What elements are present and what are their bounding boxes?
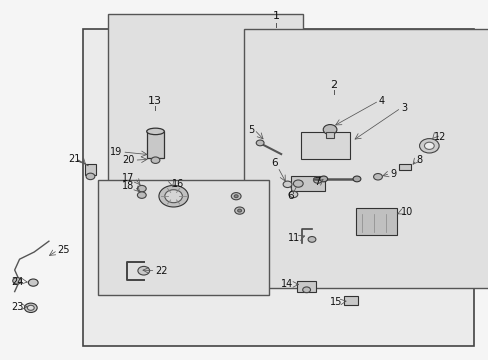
Ellipse shape [146, 128, 164, 135]
Text: 21: 21 [68, 154, 81, 164]
Circle shape [27, 305, 34, 310]
Text: 7: 7 [313, 177, 320, 187]
Text: 1: 1 [272, 11, 279, 21]
Circle shape [373, 174, 382, 180]
Text: 5: 5 [247, 125, 254, 135]
Circle shape [151, 157, 160, 163]
Text: 6: 6 [286, 191, 293, 201]
Circle shape [313, 177, 322, 183]
Circle shape [164, 190, 182, 203]
Text: 22: 22 [155, 266, 168, 276]
Text: 13: 13 [147, 96, 161, 106]
Circle shape [137, 192, 146, 198]
Circle shape [237, 209, 241, 212]
Circle shape [28, 279, 38, 286]
Circle shape [231, 193, 241, 200]
Circle shape [323, 125, 336, 135]
Circle shape [24, 303, 37, 312]
Text: 12: 12 [433, 132, 446, 142]
Circle shape [319, 176, 327, 182]
Text: 3: 3 [400, 103, 407, 113]
Circle shape [302, 287, 310, 293]
Bar [398, 164, 410, 170]
Circle shape [288, 191, 297, 198]
Text: 15: 15 [329, 297, 342, 307]
Bar [146, 131, 164, 158]
Circle shape [293, 180, 303, 187]
Bar [83, 29, 473, 346]
Circle shape [283, 181, 291, 188]
Bar [98, 180, 268, 295]
Text: 17: 17 [122, 173, 134, 183]
Text: 2: 2 [330, 80, 337, 90]
Circle shape [234, 207, 244, 214]
Bar [355, 208, 397, 235]
Text: 19: 19 [110, 147, 122, 157]
Text: 6: 6 [270, 158, 277, 168]
Circle shape [86, 173, 95, 180]
Text: 8: 8 [416, 155, 422, 165]
Text: 24: 24 [11, 276, 23, 287]
Text: 11: 11 [287, 233, 300, 243]
Text: 20: 20 [122, 155, 134, 165]
Circle shape [159, 185, 188, 207]
Text: 9: 9 [389, 168, 396, 179]
Circle shape [307, 237, 315, 242]
Circle shape [256, 140, 264, 146]
Text: 18: 18 [122, 181, 134, 192]
Circle shape [137, 185, 146, 192]
Bar [343, 296, 358, 305]
Bar [325, 132, 334, 138]
Bar [296, 281, 316, 292]
Bar [85, 164, 96, 175]
Circle shape [138, 266, 149, 275]
Bar [244, 29, 488, 288]
Text: 23: 23 [11, 302, 23, 312]
Circle shape [424, 142, 433, 149]
Circle shape [13, 278, 21, 284]
Text: 16: 16 [172, 179, 184, 189]
Bar [300, 132, 349, 159]
Circle shape [352, 176, 360, 182]
Text: 10: 10 [400, 207, 412, 217]
Bar [290, 176, 325, 191]
Circle shape [234, 195, 238, 198]
Text: 14: 14 [281, 279, 293, 289]
Circle shape [419, 139, 438, 153]
Text: 4: 4 [378, 96, 385, 106]
Text: 25: 25 [58, 245, 70, 255]
Bar [107, 14, 303, 259]
